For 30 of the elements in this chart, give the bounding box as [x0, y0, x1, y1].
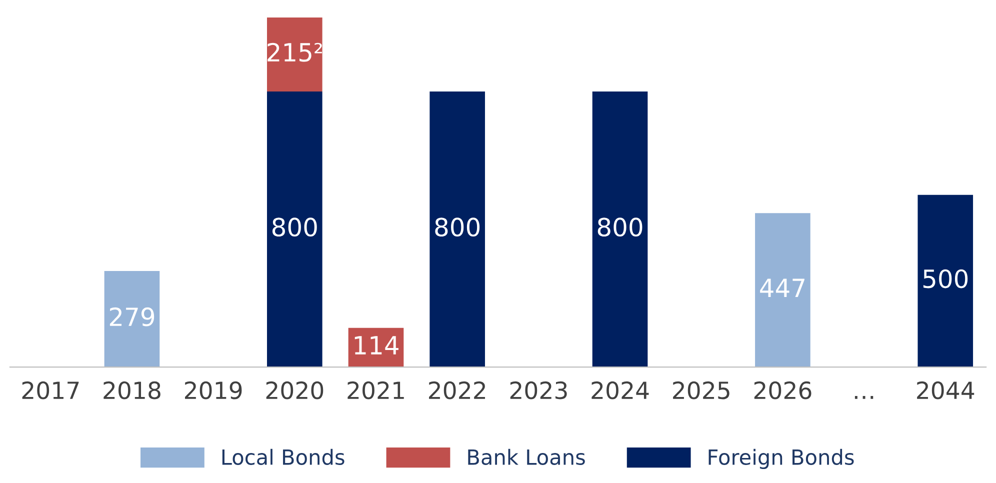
x-tick-label: 2024	[592, 381, 649, 400]
x-tick-label: 2021	[348, 381, 404, 400]
x-tick-label: 2044	[917, 381, 974, 400]
x-tick-label: 2019	[184, 381, 242, 400]
data-label: 800	[435, 218, 480, 237]
legend-label: Local Bonds	[222, 448, 344, 465]
data-label: 800	[272, 218, 317, 237]
bar	[104, 270, 160, 368]
data-label: 114	[354, 336, 398, 354]
x-tick-label: 2022	[429, 381, 486, 400]
data-label: 800	[598, 218, 642, 237]
x-tick-label: 2020	[266, 381, 324, 400]
legend-label: Bank Loans	[468, 448, 585, 465]
x-tick-label: …	[854, 396, 874, 399]
x-tick-label: 2026	[754, 381, 812, 400]
bar	[266, 92, 322, 368]
bar	[918, 194, 974, 368]
bar	[266, 17, 322, 92]
x-tick-label: 2017	[22, 381, 79, 400]
bar	[755, 213, 810, 368]
data-label: 279	[110, 307, 154, 326]
data-label: 447	[760, 278, 804, 297]
x-tick-label: 2023	[510, 381, 567, 400]
x-tick-label: 2025	[673, 381, 730, 400]
x-tick-label: 2018	[104, 381, 160, 400]
bar	[430, 92, 485, 368]
data-label: 500	[923, 269, 968, 288]
bar	[592, 92, 648, 368]
legend-label: Foreign Bonds	[708, 448, 854, 470]
data-label: 215²	[268, 42, 322, 62]
